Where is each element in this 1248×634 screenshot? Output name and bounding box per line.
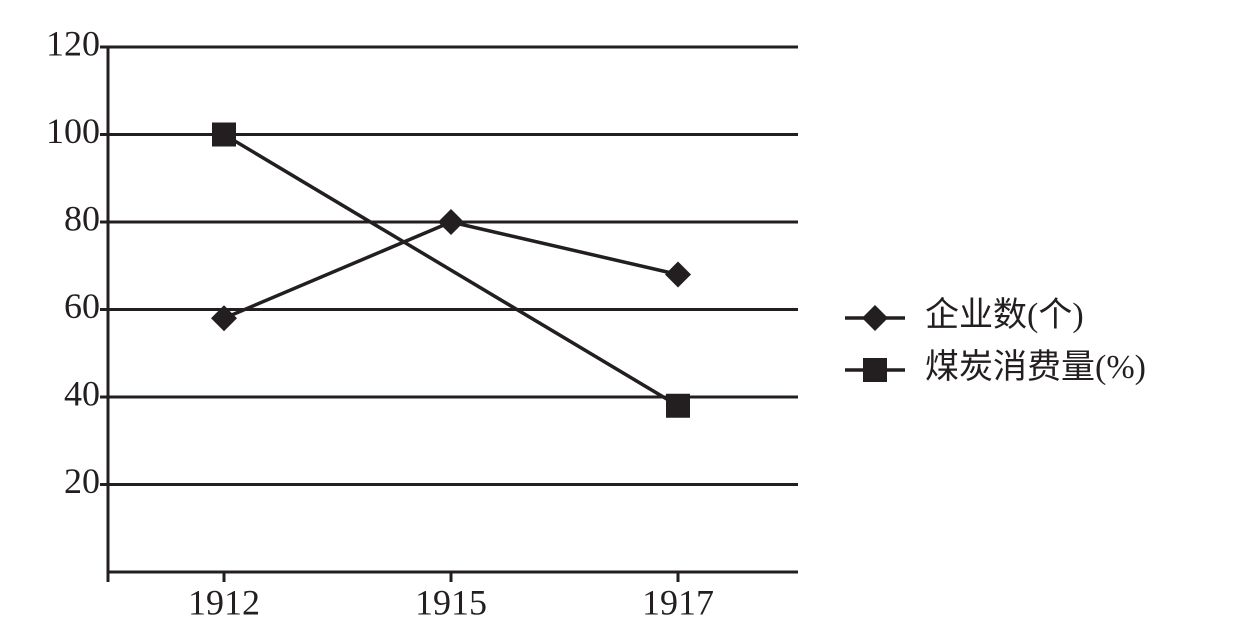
series-line <box>450 220 679 277</box>
data-point <box>666 393 690 418</box>
y-tick-label: 40 <box>64 373 100 413</box>
series-line <box>223 132 679 408</box>
legend-marker <box>863 358 887 382</box>
data-point <box>211 305 237 332</box>
y-tick-label: 120 <box>46 23 100 63</box>
data-point <box>438 209 464 235</box>
y-tick-label: 100 <box>46 111 100 151</box>
x-tick-label: 1917 <box>642 582 714 622</box>
y-tick-label: 80 <box>64 198 100 238</box>
legend-label: 煤炭消费量(%) <box>925 348 1146 386</box>
legend-label: 企业数(个) <box>925 296 1084 334</box>
y-tick-label: 60 <box>64 286 100 326</box>
y-tick-label: 20 <box>64 461 100 501</box>
x-tick-label: 1912 <box>188 582 260 622</box>
series-line <box>223 220 452 320</box>
data-point <box>212 122 236 147</box>
data-point <box>665 261 691 288</box>
legend-marker <box>862 305 888 331</box>
x-tick-label: 1915 <box>415 582 487 622</box>
